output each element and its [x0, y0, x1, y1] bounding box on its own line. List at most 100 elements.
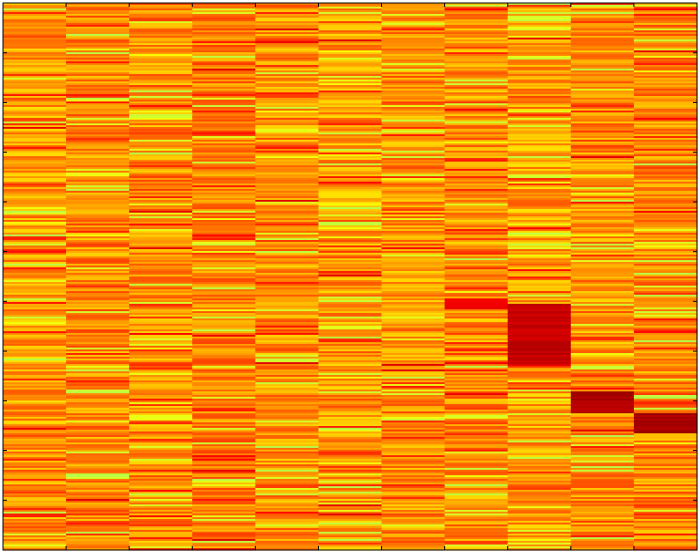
heatmap-cell — [192, 342, 256, 345]
heatmap-cell — [3, 230, 67, 234]
heatmap-cell — [255, 531, 320, 535]
heatmap-cell — [255, 205, 320, 208]
heatmap-cell — [318, 243, 383, 247]
heatmap-cell — [129, 404, 193, 407]
heatmap-cell — [381, 168, 446, 172]
heatmap-cell — [66, 37, 130, 41]
heatmap-cell — [444, 128, 509, 132]
heatmap-cell — [3, 256, 67, 259]
heatmap-cell — [192, 451, 256, 454]
heatmap-cell — [3, 276, 67, 279]
heatmap-cell — [129, 473, 193, 476]
heatmap-cell — [570, 502, 635, 506]
heatmap-cell — [3, 3, 67, 6]
heatmap-cell — [318, 373, 383, 376]
heatmap-cell — [570, 99, 635, 103]
heatmap-cell — [633, 365, 698, 369]
heatmap-cell — [129, 407, 193, 411]
heatmap-cell — [570, 504, 635, 507]
heatmap-cell — [66, 190, 130, 194]
heatmap-cell — [255, 92, 320, 95]
heatmap-cell — [570, 234, 635, 237]
heatmap-cell — [3, 422, 67, 425]
heatmap-cell — [3, 302, 67, 305]
heatmap-cell — [192, 203, 256, 206]
heatmap-cell — [129, 90, 193, 93]
heatmap-cell — [381, 407, 446, 411]
heatmap-cell — [318, 274, 383, 278]
heatmap-cell — [3, 398, 67, 402]
heatmap-cell — [66, 449, 130, 453]
heatmap-cell — [129, 121, 193, 124]
heatmap-cell — [570, 143, 635, 146]
heatmap-cell — [255, 433, 320, 436]
heatmap-cell — [66, 535, 130, 538]
heatmap-cell — [507, 535, 572, 538]
heatmap-cell — [381, 77, 446, 81]
heatmap-cell — [381, 508, 446, 511]
heatmap-cell — [3, 21, 67, 24]
heatmap-cell — [192, 85, 256, 88]
heatmap-cell — [255, 529, 320, 533]
heatmap-cell — [318, 90, 383, 93]
heatmap-cell — [381, 322, 446, 325]
heatmap-cell — [381, 312, 446, 316]
heatmap-cell — [318, 447, 383, 451]
heatmap-cell — [570, 267, 635, 270]
heatmap-cell — [3, 281, 67, 285]
heatmap-cell — [570, 396, 635, 400]
heatmap-cell — [381, 95, 446, 99]
heatmap-cell — [633, 533, 698, 537]
heatmap-cell — [570, 225, 635, 228]
heatmap-cell — [570, 117, 635, 121]
heatmap-cell — [570, 440, 635, 444]
heatmap-cell — [129, 466, 193, 469]
heatmap-cell — [129, 422, 193, 425]
heatmap-cell — [381, 63, 446, 66]
heatmap-cell — [633, 143, 698, 146]
heatmap-cell — [381, 486, 446, 489]
heatmap-cell — [318, 424, 383, 427]
heatmap-cell — [633, 112, 698, 115]
heatmap-cell — [129, 249, 193, 252]
heatmap-cell — [129, 150, 193, 154]
heatmap-cell — [444, 105, 509, 108]
heatmap-cell — [192, 161, 256, 165]
heatmap-cell — [129, 123, 193, 126]
heatmap-cell — [633, 210, 698, 214]
heatmap-cell — [66, 216, 130, 219]
heatmap-cell — [129, 289, 193, 292]
heatmap-cell — [444, 223, 509, 227]
heatmap-cell — [318, 540, 383, 544]
heatmap-cell — [570, 92, 635, 95]
heatmap-cell — [129, 387, 193, 391]
heatmap-cell — [507, 466, 572, 469]
heatmap-cell — [66, 537, 130, 540]
heatmap-cell — [129, 218, 193, 221]
heatmap-cell — [129, 83, 193, 86]
heatmap-cell — [3, 287, 67, 290]
heatmap-cell — [192, 15, 256, 19]
heatmap-cell — [66, 278, 130, 281]
heatmap-cell — [318, 269, 383, 272]
heatmap-cell — [444, 389, 509, 392]
heatmap-cell — [255, 349, 320, 352]
heatmap-cell — [129, 280, 193, 283]
heatmap-cell — [318, 59, 383, 62]
heatmap-cell — [66, 79, 130, 82]
heatmap-cell — [192, 12, 256, 15]
heatmap-cell — [381, 152, 446, 155]
heatmap-cell — [192, 172, 256, 175]
heatmap-cell — [633, 172, 698, 175]
heatmap-cell — [507, 519, 572, 522]
heatmap-cell — [318, 192, 383, 196]
heatmap-cell — [570, 97, 635, 101]
heatmap-cell — [129, 442, 193, 445]
heatmap-cell — [3, 178, 67, 181]
heatmap-cell — [192, 292, 256, 296]
heatmap-cell — [3, 489, 67, 493]
heatmap-cell — [444, 77, 509, 81]
heatmap-cell — [444, 367, 509, 371]
heatmap-cell — [66, 466, 130, 469]
heatmap-cell — [570, 404, 635, 407]
